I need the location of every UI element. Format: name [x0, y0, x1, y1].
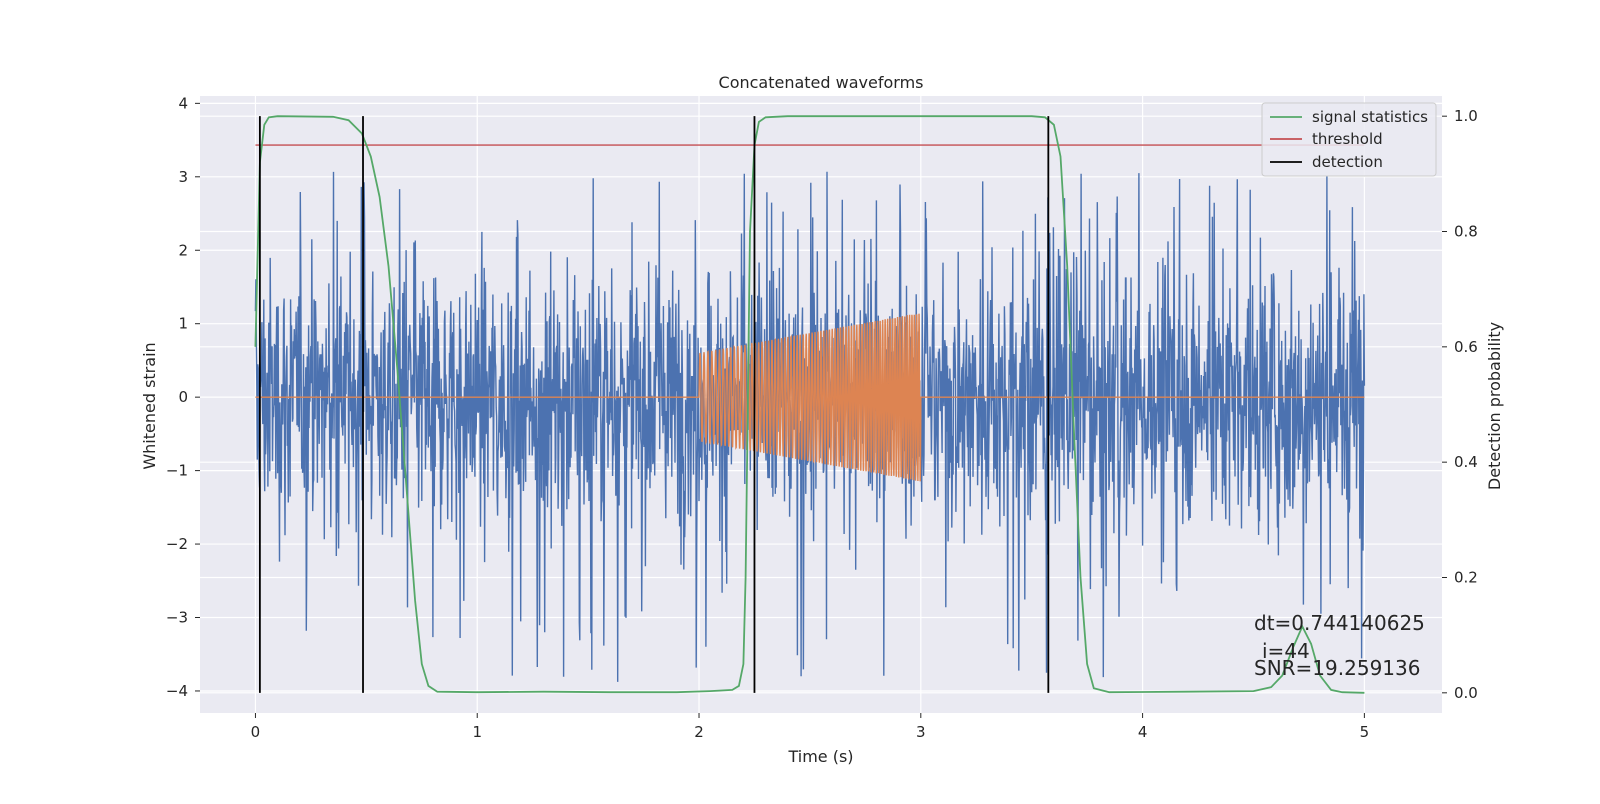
y-tick-label: 2	[178, 241, 188, 259]
y2-tick-label: 0.8	[1454, 223, 1478, 241]
x-tick-label: 1	[472, 723, 482, 741]
x-axis-title: Time (s)	[787, 747, 853, 766]
annotation-dt: dt=0.744140625	[1254, 611, 1425, 635]
x-tick-label: 2	[694, 723, 704, 741]
data-layer	[254, 115, 1366, 694]
y-tick-label: −3	[166, 609, 188, 627]
legend-label-signal-statistics: signal statistics	[1312, 108, 1428, 126]
y-tick-label: 4	[178, 94, 188, 112]
y2-tick-label: 0.6	[1454, 338, 1478, 356]
y-tick-label: −4	[166, 682, 188, 700]
x-tick-label: 5	[1360, 723, 1370, 741]
legend: signal statistics threshold detection	[1261, 102, 1437, 177]
x-tick-label: 4	[1138, 723, 1148, 741]
y2-tick-label: 0.0	[1454, 684, 1478, 702]
legend-label-detection: detection	[1312, 153, 1383, 171]
y-tick-label: 3	[178, 168, 188, 186]
y-axis-title: Whitened strain	[140, 342, 159, 469]
signal-statistics-line	[254, 115, 1365, 694]
y2-tick-label: 0.4	[1454, 453, 1478, 471]
y-tick-label: 1	[178, 315, 188, 333]
y2-axis-title: Detection probability	[1485, 322, 1504, 490]
annotation-snr: SNR=19.259136	[1254, 656, 1420, 680]
chart-title: Concatenated waveforms	[719, 73, 924, 92]
annotation-i: i=44	[1262, 639, 1310, 663]
axes: 0 1 2 3 4 5 −4 −3 −2 −1 0 1 2 3 4 0.0 0.2 0.4 0.6 0.8 1.0	[166, 94, 1478, 741]
x-tick-label: 3	[916, 723, 926, 741]
legend-box	[1261, 102, 1437, 177]
y2-tick-label: 0.2	[1454, 568, 1478, 586]
y-tick-label: −2	[166, 535, 188, 553]
y-tick-label: −1	[166, 462, 188, 480]
y2-tick-label: 1.0	[1454, 107, 1478, 125]
legend-label-threshold: threshold	[1312, 130, 1383, 148]
x-tick-label: 0	[251, 723, 261, 741]
y-tick-label: 0	[178, 388, 188, 406]
strain-chirp-line	[255, 313, 1365, 482]
